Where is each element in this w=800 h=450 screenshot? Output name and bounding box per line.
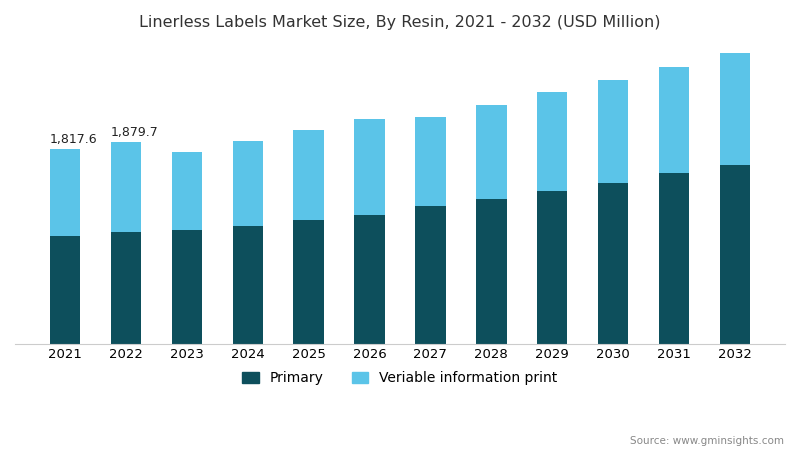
Text: Source: www.gminsights.com: Source: www.gminsights.com bbox=[630, 436, 784, 446]
Legend: Primary, Veriable information print: Primary, Veriable information print bbox=[237, 365, 563, 391]
Bar bbox=[50, 236, 81, 343]
Bar bbox=[719, 53, 750, 165]
Bar bbox=[233, 226, 263, 343]
Bar bbox=[415, 117, 446, 207]
Bar bbox=[598, 183, 628, 343]
Title: Linerless Labels Market Size, By Resin, 2021 - 2032 (USD Million): Linerless Labels Market Size, By Resin, … bbox=[139, 15, 661, 30]
Bar bbox=[598, 80, 628, 183]
Bar bbox=[658, 173, 689, 343]
Bar bbox=[50, 149, 81, 236]
Bar bbox=[537, 192, 567, 343]
Bar bbox=[111, 142, 142, 232]
Text: 1,879.7: 1,879.7 bbox=[111, 126, 158, 139]
Bar bbox=[294, 130, 324, 220]
Bar bbox=[415, 207, 446, 343]
Text: 1,817.6: 1,817.6 bbox=[50, 133, 98, 146]
Bar bbox=[172, 152, 202, 230]
Bar bbox=[111, 232, 142, 343]
Bar bbox=[476, 105, 506, 199]
Bar bbox=[719, 165, 750, 343]
Bar bbox=[537, 92, 567, 192]
Bar bbox=[354, 119, 385, 215]
Bar bbox=[476, 199, 506, 343]
Bar bbox=[233, 141, 263, 226]
Bar bbox=[172, 230, 202, 343]
Bar bbox=[658, 67, 689, 173]
Bar bbox=[354, 215, 385, 343]
Bar bbox=[294, 220, 324, 343]
